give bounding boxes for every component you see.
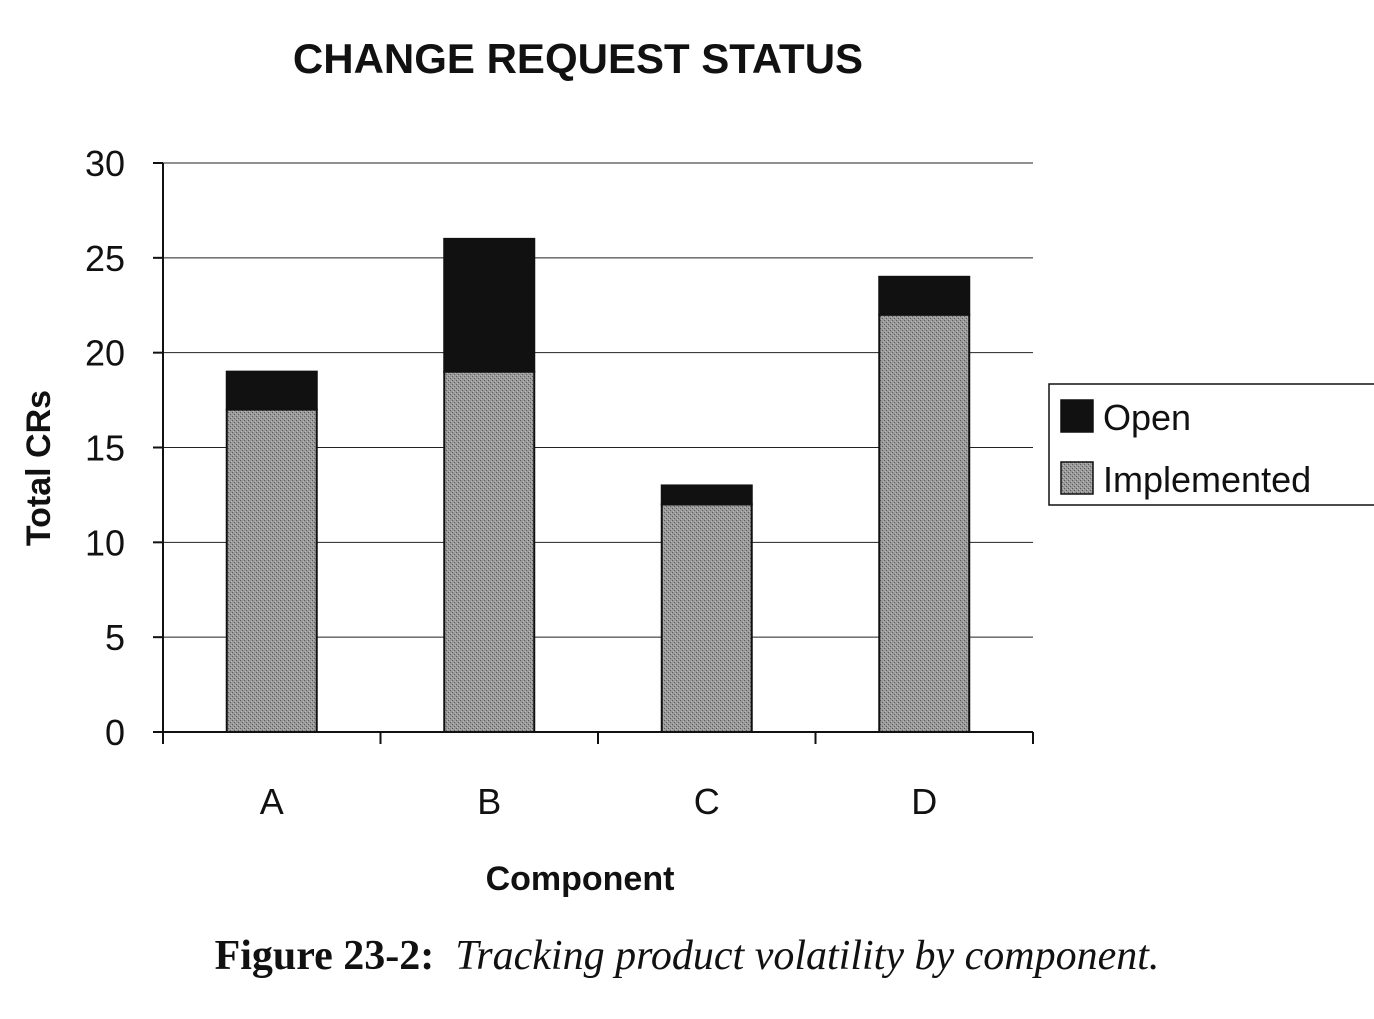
bar-open-a [225,370,318,411]
figure-caption: Figure 23-2: Tracking product volatility… [0,932,1374,980]
legend: Open Implemented [1048,383,1374,506]
y-tick-label: 15 [85,428,125,469]
legend-label-implemented: Implemented [1103,459,1311,500]
bar-implemented-d [878,313,971,733]
x-tick-label: D [911,781,937,822]
bar-implemented-b [443,370,536,733]
chart-title: CHANGE REQUEST STATUS [293,35,863,82]
x-tick-label: C [694,781,720,822]
x-tick-label: B [477,781,501,822]
y-tick-label: 25 [85,238,125,279]
legend-label-open: Open [1103,397,1191,438]
y-axis: 0 5 10 15 20 25 30 [85,143,164,753]
y-tick-label: 20 [85,333,125,374]
x-tick-labels: A B C D [260,781,938,822]
bar-open-b [443,237,536,373]
x-axis [153,731,1034,744]
y-axis-label: Total CRs [20,390,58,546]
x-tick-label: A [260,781,284,822]
y-tick-label: 5 [105,617,125,658]
x-axis-label: Component [486,860,675,898]
y-tick-label: 0 [105,712,125,753]
legend-swatch-open [1060,399,1094,433]
bar-open-c [660,484,753,506]
bar-implemented-c [660,503,753,733]
bar-implemented-a [225,408,318,733]
legend-box [1048,383,1374,506]
y-tick-label: 30 [85,143,125,184]
legend-swatch-implemented [1060,461,1094,495]
y-tick-label: 10 [85,522,125,563]
bar-open-d [878,275,971,316]
caption-label: Figure 23-2: [214,933,435,979]
caption-text: Tracking product volatility by component… [455,933,1160,979]
bars [225,237,971,733]
